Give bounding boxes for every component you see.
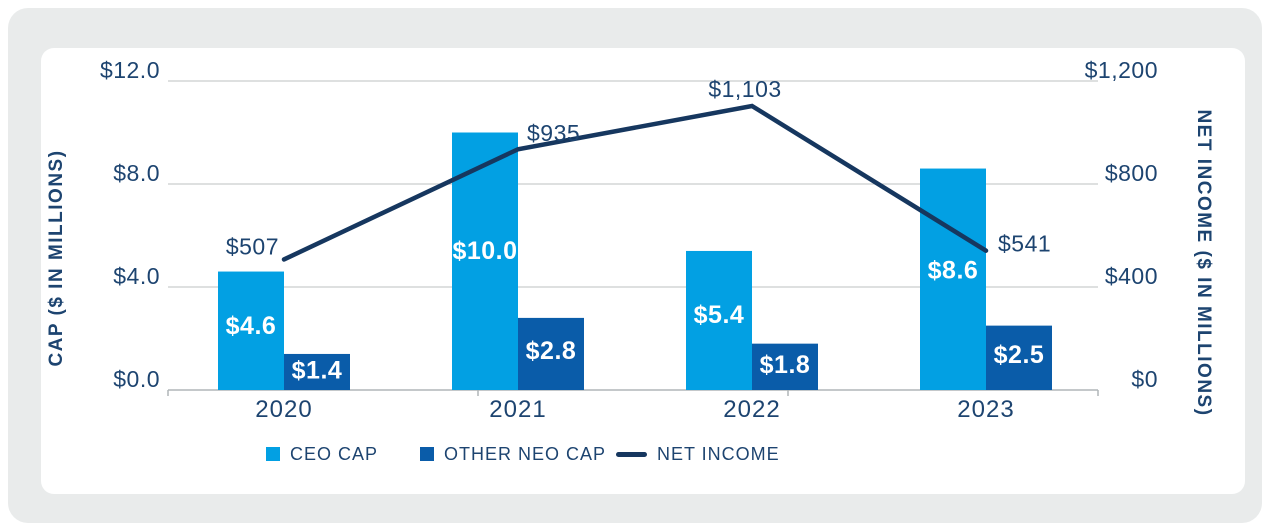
bar-value-label: $4.6 bbox=[226, 312, 277, 340]
bar-value-label: $1.4 bbox=[292, 357, 343, 385]
net-income-point-label: $541 bbox=[998, 231, 1051, 257]
left-axis-tick-label: $4.0 bbox=[113, 263, 160, 289]
net-income-line-swatch-icon bbox=[616, 451, 647, 457]
net-income-point-label: $507 bbox=[226, 233, 279, 259]
legend-item-ceo-cap: CEO CAP bbox=[266, 443, 378, 465]
legend-label-net-income: NET INCOME bbox=[657, 443, 780, 464]
left-axis-tick-label: $12.0 bbox=[100, 57, 160, 83]
right-axis-title: NET INCOME ($ IN MILLIONS) bbox=[1193, 109, 1214, 417]
x-axis-category-label: 2022 bbox=[723, 396, 780, 423]
bar-ceo-cap-2022 bbox=[686, 250, 752, 390]
bar-other-neo-cap-2023 bbox=[986, 325, 1052, 390]
bar-ceo-cap-2023 bbox=[920, 168, 986, 390]
bar-value-label: $1.8 bbox=[760, 351, 811, 379]
net-income-point-label: $935 bbox=[527, 120, 580, 146]
bar-ceo-cap-2020 bbox=[218, 271, 284, 390]
ceo-cap-swatch-icon bbox=[266, 447, 280, 461]
bar-value-label: $10.0 bbox=[452, 237, 517, 265]
x-axis-category-label: 2020 bbox=[255, 396, 312, 423]
bar-other-neo-cap-2020 bbox=[284, 353, 350, 390]
net-income-point-label: $1,103 bbox=[708, 76, 781, 102]
x-axis-category-label: 2023 bbox=[957, 396, 1014, 423]
right-axis-tick-label: $1,200 bbox=[1085, 57, 1158, 83]
left-axis-tick-label: $0.0 bbox=[113, 366, 160, 392]
right-axis-tick-label: $0 bbox=[1131, 366, 1158, 392]
x-axis-category-label: 2021 bbox=[489, 396, 546, 423]
bar-other-neo-cap-2022 bbox=[752, 343, 818, 390]
chart-card bbox=[41, 48, 1245, 494]
chart-panel bbox=[8, 8, 1262, 523]
legend-label-other-neo-cap: OTHER NEO CAP bbox=[444, 443, 607, 464]
bar-value-label: $8.6 bbox=[928, 256, 979, 284]
other-neo-cap-swatch-icon bbox=[420, 447, 434, 461]
right-axis-tick-label: $400 bbox=[1105, 263, 1158, 289]
left-axis-title: CAP ($ IN MILLIONS) bbox=[46, 149, 67, 367]
legend-item-other-neo-cap: OTHER NEO CAP bbox=[420, 443, 606, 465]
net-income-line bbox=[281, 103, 989, 262]
legend-item-net-income: NET INCOME bbox=[616, 443, 780, 465]
bar-value-label: $2.8 bbox=[526, 337, 577, 365]
right-axis-tick-label: $800 bbox=[1105, 160, 1158, 186]
left-axis-tick-label: $8.0 bbox=[113, 160, 160, 186]
legend-label-ceo-cap: CEO CAP bbox=[290, 443, 379, 464]
bar-other-neo-cap-2021 bbox=[518, 317, 584, 390]
bar-value-label: $2.5 bbox=[994, 341, 1045, 369]
bar-value-label: $5.4 bbox=[694, 301, 745, 329]
